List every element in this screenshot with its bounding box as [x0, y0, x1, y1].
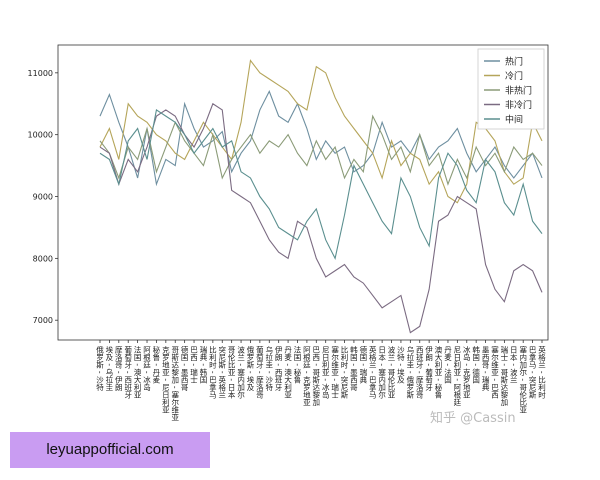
- x-tick-label: 塞尔维亚 - 瑞士: [330, 345, 339, 399]
- x-tick-label: 丹麦 - 澳大利亚: [283, 346, 292, 399]
- x-tick-label: 突尼斯 - 英格兰: [218, 345, 227, 399]
- y-tick-label: 10000: [28, 131, 53, 140]
- x-tick-label: 德国 - 瑞典: [359, 345, 368, 385]
- x-tick-label: 塞尔维亚 - 巴西: [490, 345, 499, 400]
- x-tick-label: 秘鲁 - 丹麦: [152, 345, 161, 385]
- line: [99, 114, 543, 186]
- x-tick-label: 乌拉圭 - 沙特: [265, 345, 274, 391]
- x-tick-label: 葡萄牙 - 西班牙: [123, 345, 132, 400]
- x-tick-label: 哥斯达黎加 - 塞尔维亚: [170, 346, 179, 421]
- legend-label: 热门: [505, 56, 523, 68]
- x-tick-label: 乌拉圭 - 俄罗斯: [406, 345, 415, 400]
- plot-frame: [57, 44, 549, 341]
- x-tick-label: 瑞士 - 哥斯达黎加: [500, 345, 509, 407]
- line: [99, 59, 543, 204]
- x-tick-label: 塞内加尔 - 哥伦比亚: [518, 345, 527, 414]
- x-tick-label: 哥伦比亚 - 日本: [227, 346, 236, 400]
- x-tick-label: 摩洛哥 - 伊朗: [114, 345, 123, 392]
- x-tick-label: 波兰 - 塞内加尔: [236, 345, 245, 399]
- legend-label: 冷门: [505, 70, 523, 82]
- x-tick-label: 西班牙 - 摩洛哥: [415, 346, 424, 400]
- x-tick-label: 波兰 - 哥伦比亚: [387, 345, 396, 399]
- x-tick-label: 葡萄牙 - 摩洛哥: [255, 345, 264, 400]
- x-tick-label: 巴西 - 瑞士: [189, 346, 198, 384]
- x-tick-label: 俄罗斯 - 沙特: [95, 345, 104, 391]
- line: [99, 90, 543, 187]
- x-tick-label: 英格兰 - 巴拿马: [368, 345, 377, 400]
- legend-label: 非热门: [505, 85, 532, 97]
- x-tick-label: 沙特 - 埃及: [396, 346, 405, 385]
- y-tick-label: 11000: [28, 69, 53, 78]
- x-tick-label: 法国 - 秘鲁: [293, 345, 302, 385]
- x-tick-label: 克罗地亚 - 尼日利亚: [161, 346, 170, 414]
- banner: leyuappofficial.com: [10, 432, 210, 468]
- x-tick-label: 丹麦 - 法国: [443, 346, 452, 385]
- x-tick-label: 澳大利亚 - 秘鲁: [434, 345, 443, 400]
- x-tick-label: 日本 - 波兰: [509, 346, 518, 384]
- x-tick-label: 阿根廷 - 冰岛: [142, 346, 151, 392]
- x-tick-label: 俄罗斯 - 埃及: [246, 345, 255, 392]
- x-tick-label: 冰岛 - 克罗地亚: [462, 345, 471, 399]
- y-tick-label: 9000: [33, 193, 53, 202]
- y-tick-label: 8000: [33, 254, 53, 263]
- x-tick-label: 韩国 - 墨西哥: [349, 345, 358, 392]
- watermark: 知乎 @Cassin: [430, 410, 516, 426]
- x-tick-label: 尼日利亚 - 冰岛: [321, 346, 330, 400]
- line: [99, 109, 543, 260]
- x-tick-label: 尼日利亚 - 阿根廷: [453, 346, 462, 407]
- x-tick-label: 墨西哥 - 瑞典: [481, 346, 490, 392]
- x-tick-label: 法国 - 澳大利亚: [133, 345, 142, 399]
- x-tick-label: 德国 - 墨西哥: [180, 345, 189, 392]
- x-tick-label: 英格兰 - 比利时: [537, 345, 546, 399]
- x-tick-label: 巴西 - 哥斯达黎加: [312, 346, 321, 407]
- legend-box: [477, 48, 545, 130]
- x-tick-label: 阿根廷 - 克罗地亚: [302, 346, 311, 406]
- y-tick-label: 7000: [33, 316, 53, 325]
- x-tick-label: 伊朗 - 葡萄牙: [424, 345, 433, 392]
- legend-label: 中间: [505, 114, 523, 126]
- x-tick-label: 埃及 - 乌拉圭: [105, 345, 114, 391]
- line: [99, 102, 543, 334]
- x-tick-label: 日本 - 塞内加尔: [377, 346, 386, 399]
- x-tick-label: 瑞典 - 韩国: [199, 345, 208, 385]
- legend-label: 非冷门: [505, 99, 532, 111]
- x-tick-label: 伊朗 - 西班牙: [274, 345, 283, 392]
- x-tick-label: 比利时 - 巴拿马: [208, 345, 217, 400]
- x-tick-label: 韩国 - 德国: [471, 345, 480, 385]
- x-tick-label: 比利时 - 突尼斯: [340, 345, 349, 400]
- x-tick-label: 巴拿马 - 突尼斯: [528, 346, 537, 400]
